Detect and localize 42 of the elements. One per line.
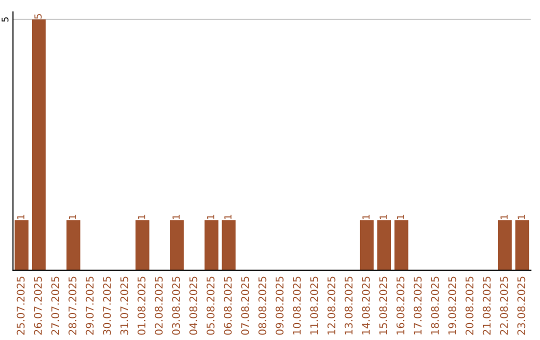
x-tick-label: 08.08.2025 [258,276,266,335]
x-tick-label: 31.07.2025 [120,276,128,335]
x-tick-label: 13.08.2025 [344,276,353,334]
x-tick-label: 23.08.2025 [517,276,526,335]
data-label: 1 [500,214,508,220]
x-tick-label: 18.08.2025 [431,276,439,334]
x-tick-label: 12.08.2025 [327,276,336,334]
x-tick-label: 25.07.2025 [16,276,25,335]
x-tick-label: 05.08.2025 [206,276,214,335]
data-label: 1 [224,214,232,220]
data-label: 1 [68,214,76,220]
x-tick-label: 20.08.2025 [466,276,474,335]
x-tick-label: 15.08.2025 [379,276,388,334]
x-tick-label: 22.08.2025 [500,276,508,335]
x-tick-label: 17.08.2025 [414,276,422,334]
data-label: 1 [362,214,370,220]
x-tick-label: 29.07.2025 [86,276,94,335]
data-label: 1 [17,214,24,220]
x-tick-label: 27.07.2025 [51,276,60,335]
x-tick-label: 09.08.2025 [276,276,284,335]
data-label: 1 [172,214,180,220]
x-tick-label: 03.08.2025 [172,276,180,335]
x-tick-label: 16.08.2025 [396,276,404,334]
x-tick-label: 07.08.2025 [241,276,250,335]
x-tick-label: 21.08.2025 [482,276,491,335]
x-tick-label: 10.08.2025 [292,276,301,334]
x-tick-label: 26.07.2025 [34,276,42,335]
data-label: 5 [34,14,42,19]
data-label: 1 [207,214,214,220]
x-tick-label: 30.07.2025 [103,276,111,335]
x-tick-label: 19.08.2025 [448,276,456,334]
x-tick-label: 28.07.2025 [68,276,76,335]
x-tick-label: 04.08.2025 [189,276,198,335]
data-label: 1 [518,214,525,220]
x-tick-label: 06.08.2025 [224,276,232,335]
data-label: 1 [396,214,404,220]
x-tick-label: 14.08.2025 [362,276,370,334]
data-label: 1 [138,214,146,220]
x-tick-label: 02.08.2025 [154,276,163,335]
x-tick-label: 11.08.2025 [310,276,318,334]
x-tick-label: 01.08.2025 [138,276,146,335]
data-label: 1 [380,214,387,220]
